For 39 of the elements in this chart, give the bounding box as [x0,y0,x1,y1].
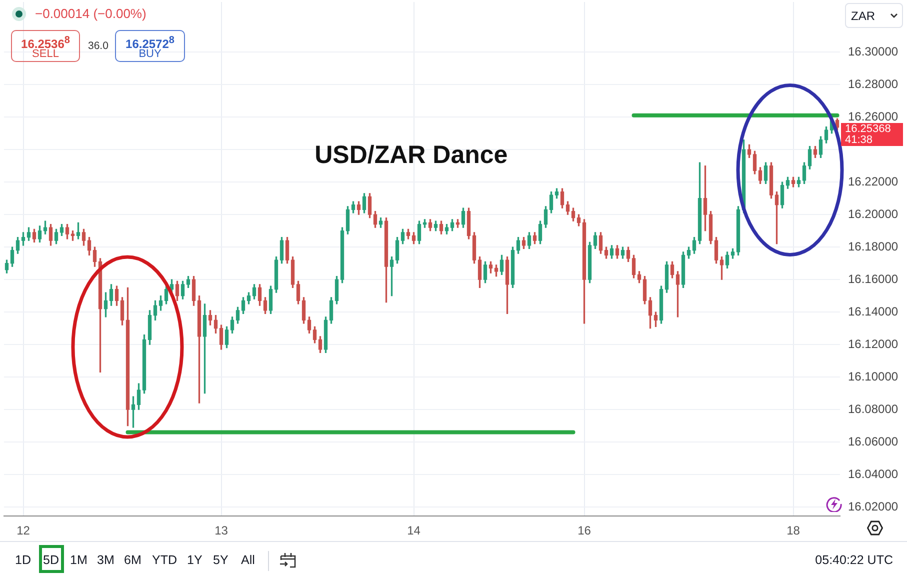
annotation: SELL [32,48,59,60]
x-tick-label: 18 [786,524,800,538]
y-tick-label: 16.10000 [848,369,898,384]
y-tick-label: 16.16000 [848,272,898,286]
x-tick-label: 12 [16,524,30,538]
text: 5Y [213,553,228,567]
y-tick-label: 16.12000 [848,336,898,351]
y-tick-label: 16.22000 [848,174,898,188]
price-tag: 16.25368 41:38 [841,123,903,146]
y-tick-label: 16.02000 [848,499,898,514]
currency-dropdown: ZAR [845,3,903,28]
annotation: −0.00014 (−0.00%) [35,6,146,21]
text: 1Y [187,553,202,567]
x-tick-label: 16 [578,524,592,538]
annotation: 16.2572$^{8}$ [126,34,174,51]
y-tick-label: 16.14000 [848,304,898,318]
text: 5D [43,553,59,567]
text: 6M [124,553,142,567]
x-tick-label: 13 [214,524,228,538]
text: YTD [152,553,177,567]
annotation: 36.0 [88,40,108,52]
y-tick-label: 16.28000 [848,76,898,91]
y-tick-label: 16.26000 [848,109,898,124]
sell-button: 16.2536$^{8}$ SELL [11,30,80,62]
y-tick-label: 16.06000 [848,434,898,448]
text: 1D [15,553,31,567]
y-tick-label: 16.30000 [848,44,898,58]
text: USD/ZAR Dance [314,141,508,170]
y-tick-label: 16.20000 [848,206,898,221]
y-tick-label: 16.04000 [848,466,898,481]
text: 05:40:22 UTC [815,553,893,567]
annotation: BUY [138,48,162,60]
text: All [241,553,255,567]
x-tick-label: 14 [407,524,421,538]
y-tick-label: 16.08000 [848,402,898,416]
y-tick-label: 16.18000 [848,239,898,254]
buy-button: 16.2572$^{8}$ BUY [115,30,185,62]
text: 3M [97,553,114,567]
text: 1M [70,553,88,567]
